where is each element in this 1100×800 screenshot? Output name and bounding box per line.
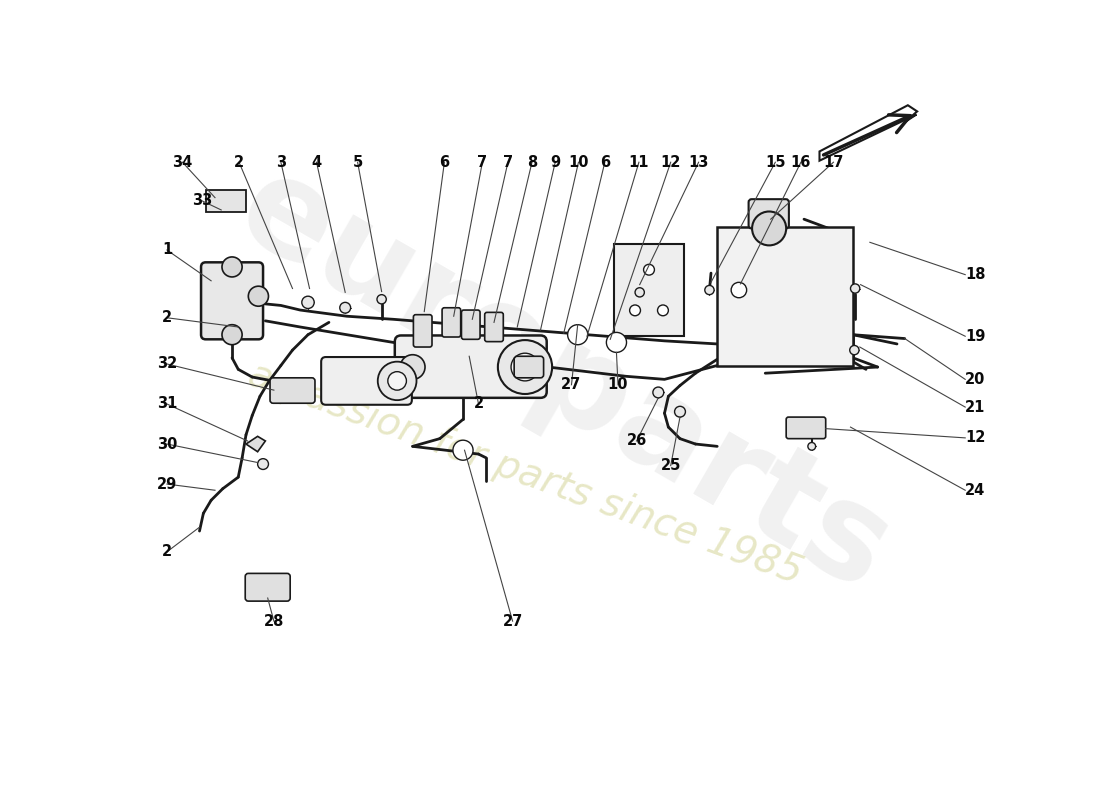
Text: 11: 11 — [629, 154, 649, 170]
Text: 7: 7 — [503, 154, 513, 170]
Circle shape — [644, 264, 654, 275]
Circle shape — [568, 325, 587, 345]
Text: 26: 26 — [627, 434, 647, 449]
FancyBboxPatch shape — [395, 335, 547, 398]
Text: 24: 24 — [965, 482, 986, 498]
FancyBboxPatch shape — [485, 312, 504, 342]
Circle shape — [301, 296, 315, 309]
Circle shape — [388, 372, 406, 390]
Text: 2: 2 — [162, 544, 172, 559]
Text: 12: 12 — [660, 154, 681, 170]
Text: 6: 6 — [439, 154, 450, 170]
FancyBboxPatch shape — [442, 308, 461, 337]
Bar — [206, 190, 246, 211]
Circle shape — [674, 406, 685, 417]
Text: 17: 17 — [823, 154, 844, 170]
Circle shape — [705, 286, 714, 294]
Text: 2: 2 — [234, 154, 244, 170]
Text: 1: 1 — [162, 242, 172, 258]
Text: 30: 30 — [157, 437, 177, 451]
Text: 5: 5 — [352, 154, 363, 170]
Polygon shape — [246, 436, 265, 452]
Circle shape — [512, 353, 539, 381]
FancyBboxPatch shape — [462, 310, 480, 339]
Text: 27: 27 — [561, 378, 582, 392]
Circle shape — [807, 442, 815, 450]
FancyBboxPatch shape — [245, 574, 290, 601]
FancyBboxPatch shape — [514, 356, 543, 378]
Bar — [717, 227, 852, 366]
Text: 16: 16 — [791, 154, 811, 170]
Text: 15: 15 — [766, 154, 785, 170]
Text: 2: 2 — [473, 397, 484, 411]
FancyBboxPatch shape — [414, 314, 432, 347]
Text: 27: 27 — [503, 614, 522, 629]
Text: 7: 7 — [477, 154, 487, 170]
Circle shape — [400, 354, 425, 379]
Polygon shape — [820, 106, 917, 161]
Text: 10: 10 — [569, 154, 589, 170]
Circle shape — [849, 346, 859, 354]
Circle shape — [629, 305, 640, 316]
Text: 31: 31 — [157, 397, 177, 411]
Text: 3: 3 — [276, 154, 286, 170]
Text: 9: 9 — [550, 154, 560, 170]
Circle shape — [377, 362, 417, 400]
Text: 34: 34 — [173, 154, 192, 170]
Circle shape — [635, 288, 645, 297]
Text: 32: 32 — [157, 357, 177, 371]
Circle shape — [653, 387, 663, 398]
Circle shape — [222, 257, 242, 277]
Circle shape — [222, 325, 242, 345]
Circle shape — [732, 282, 747, 298]
Circle shape — [257, 458, 268, 470]
Text: 28: 28 — [264, 614, 284, 629]
Text: 4: 4 — [311, 154, 321, 170]
Text: 2: 2 — [162, 310, 172, 326]
Circle shape — [453, 440, 473, 460]
Text: 12: 12 — [965, 430, 986, 446]
Circle shape — [498, 340, 552, 394]
Text: 29: 29 — [157, 477, 177, 491]
Text: 10: 10 — [607, 378, 628, 392]
Circle shape — [377, 294, 386, 304]
Text: 20: 20 — [965, 372, 986, 387]
Circle shape — [606, 332, 627, 353]
Circle shape — [850, 284, 860, 293]
Text: europarts: europarts — [216, 143, 912, 618]
Circle shape — [658, 305, 669, 316]
Text: a passion for parts since 1985: a passion for parts since 1985 — [243, 355, 807, 591]
Text: 6: 6 — [600, 154, 609, 170]
Text: 21: 21 — [965, 399, 986, 414]
Circle shape — [249, 286, 268, 306]
Text: 13: 13 — [689, 154, 708, 170]
Circle shape — [752, 211, 786, 246]
Text: 25: 25 — [660, 458, 681, 473]
Circle shape — [340, 302, 351, 313]
Text: 18: 18 — [965, 267, 986, 282]
FancyBboxPatch shape — [270, 378, 315, 403]
FancyBboxPatch shape — [321, 357, 411, 405]
Bar — [614, 244, 684, 336]
Text: 8: 8 — [527, 154, 537, 170]
FancyBboxPatch shape — [201, 262, 263, 339]
Text: 19: 19 — [965, 329, 986, 344]
FancyBboxPatch shape — [749, 199, 789, 229]
FancyBboxPatch shape — [786, 417, 826, 438]
Text: 33: 33 — [191, 194, 212, 208]
